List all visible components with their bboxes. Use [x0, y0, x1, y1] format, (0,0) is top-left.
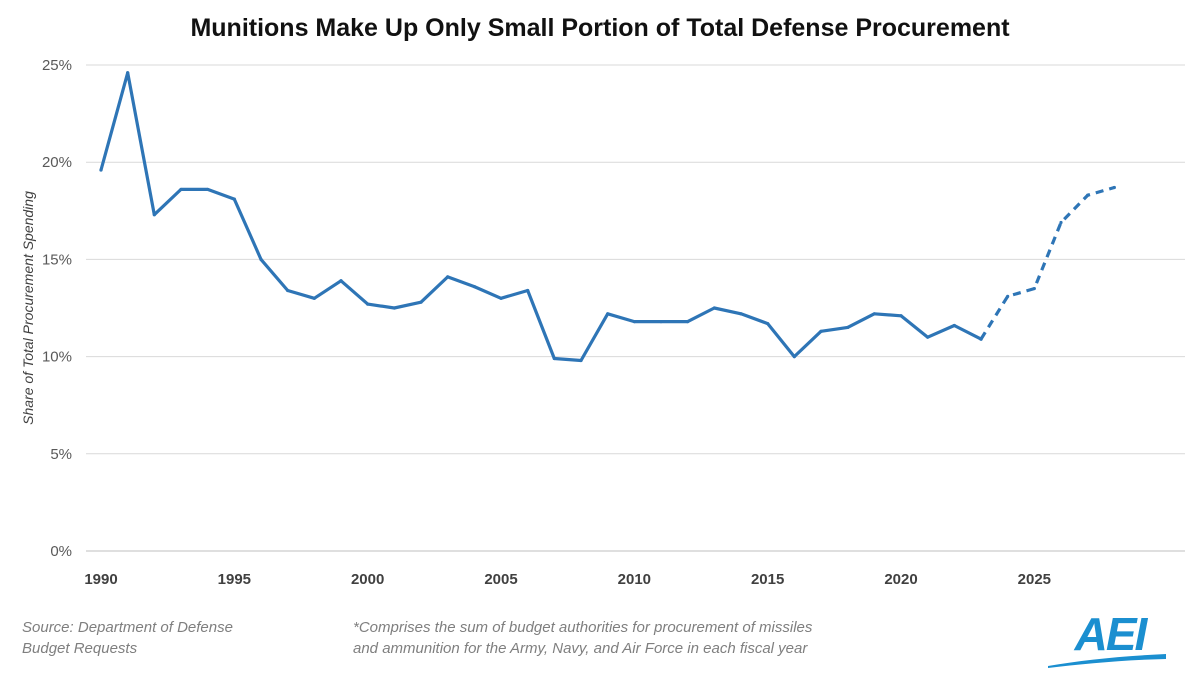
data-point [526, 288, 530, 293]
data-point [659, 320, 663, 324]
data-point [392, 306, 396, 310]
x-tick-label: 1995 [218, 571, 251, 588]
data-point [712, 306, 716, 310]
x-tick-label: 1990 [84, 571, 117, 588]
data-point [632, 320, 636, 324]
data-point [899, 314, 903, 318]
aei-logo-text: AEI [1074, 608, 1149, 660]
x-tick-label: 2005 [484, 571, 517, 588]
data-point [606, 312, 610, 316]
data-point [366, 302, 370, 306]
data-point [739, 312, 743, 316]
data-series [99, 71, 1116, 363]
aei-logo-swoosh [1048, 654, 1166, 668]
footnote-line-2: and ammunition for the Army, Navy, and A… [353, 640, 808, 657]
data-point [846, 325, 850, 330]
data-point [126, 71, 130, 75]
x-tick-labels: 1990 1995 2000 2005 2010 2015 2020 2025 [84, 571, 1051, 588]
data-point [339, 279, 343, 283]
footnote-line-1: *Comprises the sum of budget authorities… [353, 619, 813, 636]
data-point [872, 312, 876, 316]
data-point [1112, 185, 1116, 190]
data-point [419, 300, 423, 304]
data-point [792, 355, 796, 359]
data-point [232, 197, 236, 201]
source-line-1: Source: Department of Defense [22, 619, 233, 636]
methodology-footnote: *Comprises the sum of budget authorities… [353, 617, 873, 659]
data-point [312, 296, 316, 300]
data-point [1006, 294, 1010, 298]
data-point [259, 257, 263, 261]
data-point [99, 168, 103, 172]
projected-series-line [979, 185, 1115, 340]
x-tick-label: 2000 [351, 571, 384, 588]
x-tick-label: 2015 [751, 571, 784, 588]
chart-title: Munitions Make Up Only Small Portion of … [190, 14, 1010, 42]
x-tick-label: 2020 [884, 571, 917, 588]
y-axis-label: Share of Total Procurement Spending [20, 191, 36, 425]
y-tick-label: 15% [42, 251, 72, 268]
y-tick-label: 10% [42, 349, 72, 366]
data-point [1032, 286, 1036, 291]
data-point [579, 358, 583, 363]
data-point [499, 296, 503, 300]
y-tick-label: 25% [42, 57, 72, 74]
data-point [286, 288, 290, 293]
data-point [952, 323, 956, 328]
data-point [1059, 220, 1063, 225]
data-point [1086, 193, 1090, 197]
historical-series-line [99, 71, 983, 363]
y-tick-label: 20% [42, 154, 72, 171]
aei-logo: AEI [1048, 608, 1166, 668]
data-point [686, 320, 690, 324]
source-note: Source: Department of Defense Budget Req… [22, 617, 302, 659]
data-point [152, 213, 156, 217]
x-tick-label: 2025 [1018, 571, 1051, 588]
data-point [926, 335, 930, 339]
gridlines [86, 64, 1185, 455]
data-point [766, 321, 770, 326]
data-point [979, 337, 983, 341]
data-point [179, 187, 183, 192]
data-point [819, 329, 823, 333]
data-point [472, 285, 476, 289]
x-tick-label: 2010 [618, 571, 651, 588]
y-tick-label: 5% [50, 446, 72, 463]
y-tick-labels: 0% 5% 10% 15% 20% 25% [42, 57, 72, 560]
source-line-2: Budget Requests [22, 640, 138, 657]
data-point [552, 356, 556, 361]
data-point [446, 275, 450, 279]
data-point [206, 187, 210, 192]
y-tick-label: 0% [50, 543, 72, 560]
